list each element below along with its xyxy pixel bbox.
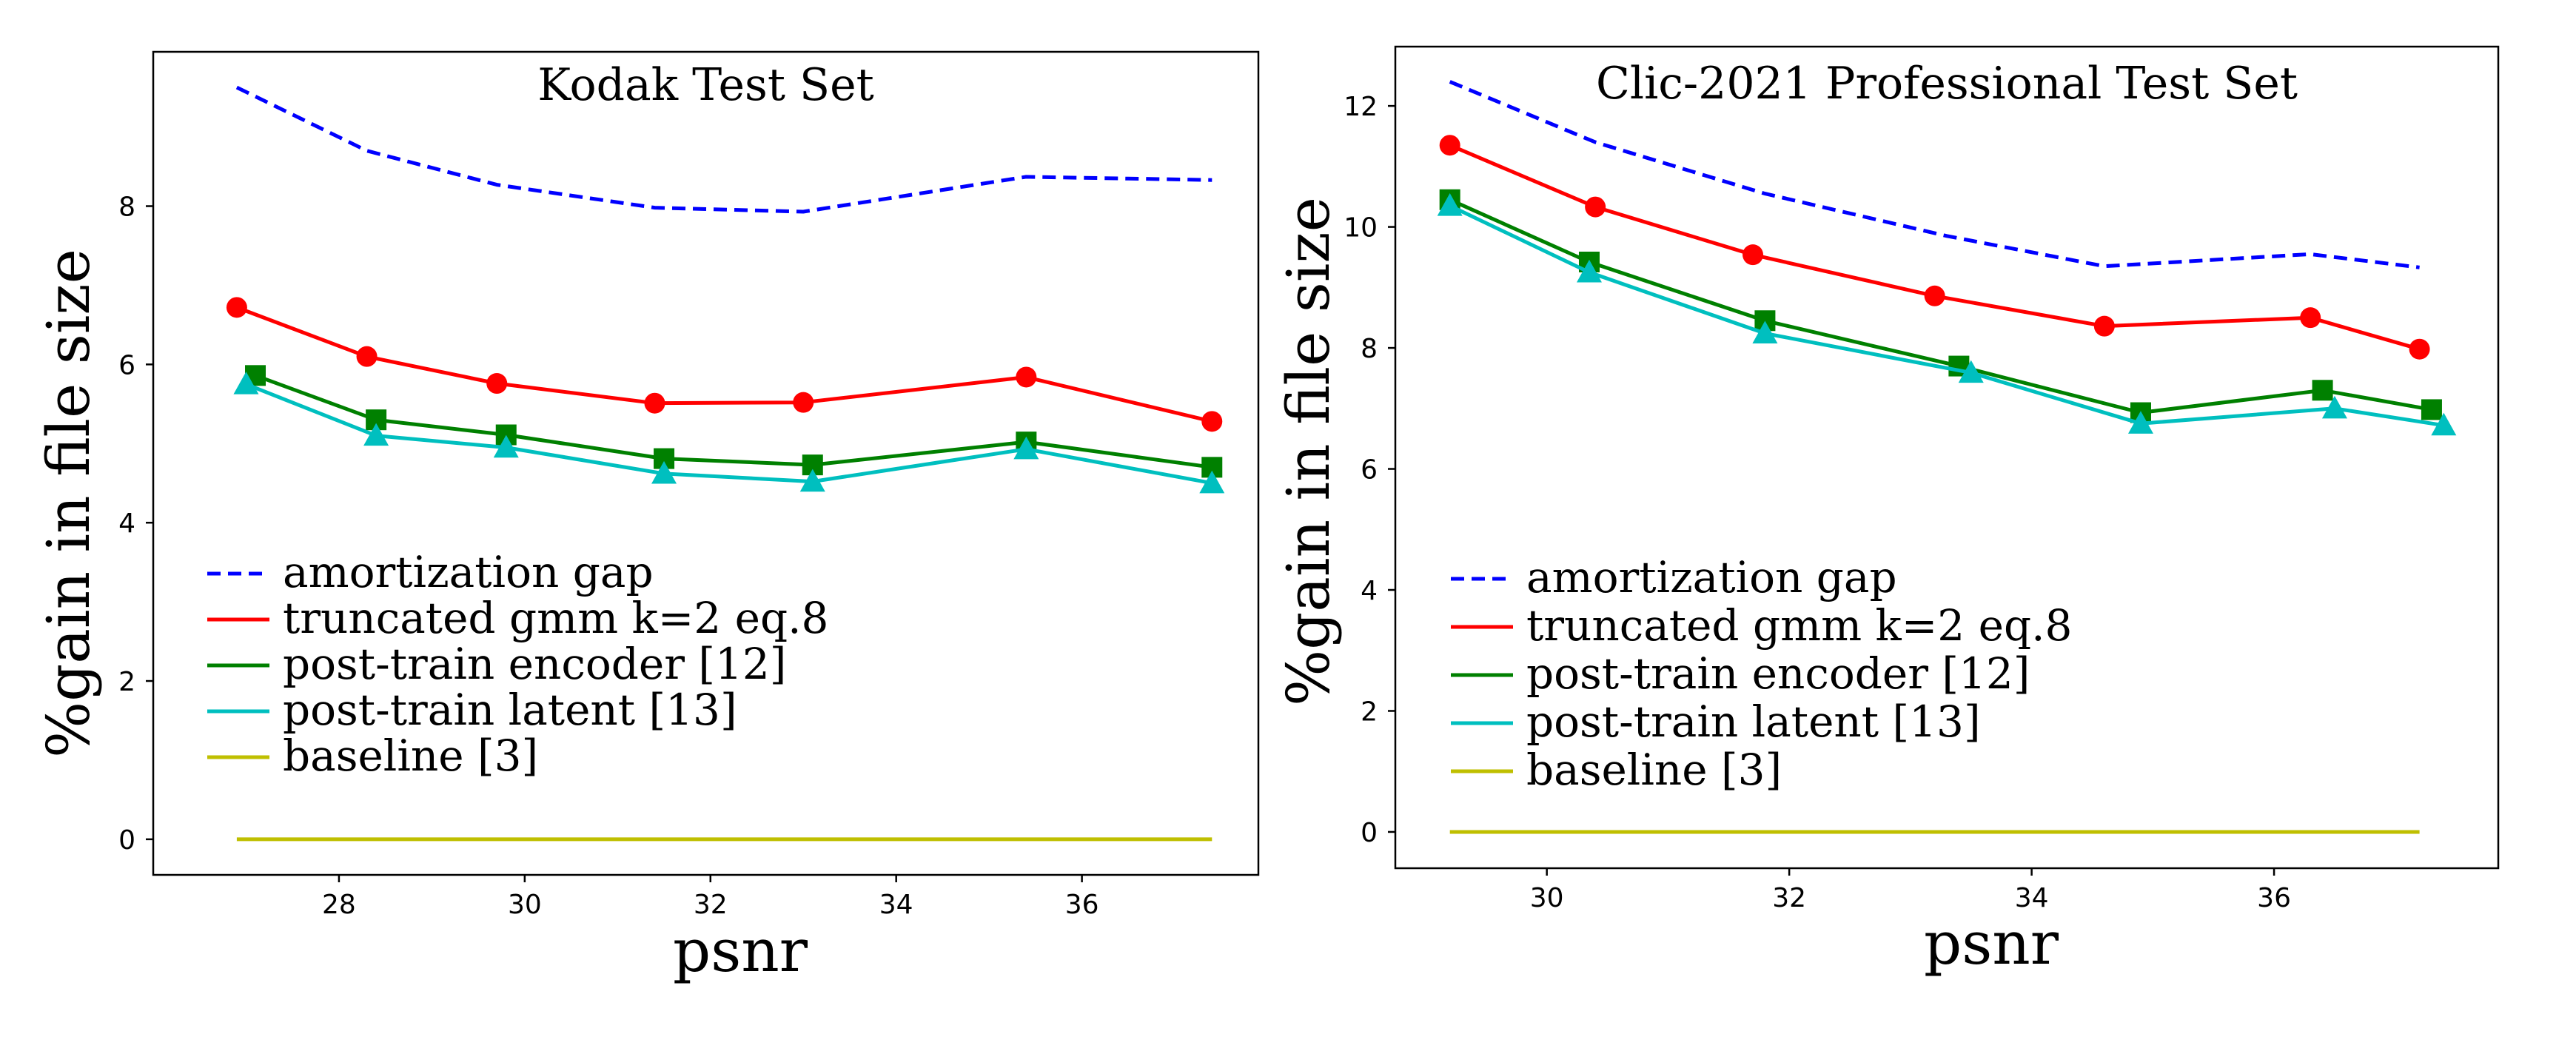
data-point-truncated <box>2409 338 2430 360</box>
series-encoder <box>1439 189 2442 423</box>
series-truncated <box>226 297 1223 432</box>
data-point-truncated <box>1924 285 1945 306</box>
series-truncated <box>1439 135 2430 360</box>
data-point-latent <box>363 423 389 446</box>
series-line-truncated <box>1449 143 2421 352</box>
x-axis-label: psnr <box>673 916 808 985</box>
series-amortization <box>235 85 1212 214</box>
data-point-truncated <box>1585 196 1606 218</box>
legend-label-encoder: post-train encoder [12] <box>1526 648 2030 699</box>
y-tick-label: 0 <box>1361 818 1378 848</box>
legend-label-amortization: amortization gap <box>283 547 654 597</box>
data-point-truncated <box>1439 135 1460 156</box>
legend-label-baseline: baseline [3] <box>1526 745 1782 795</box>
data-point-latent <box>2127 411 2153 434</box>
series-line-encoder <box>1449 198 2432 414</box>
data-point-truncated <box>226 297 247 318</box>
series-amortization <box>1449 80 2420 269</box>
legend-label-amortization: amortization gap <box>1526 552 1897 602</box>
y-tick-label: 6 <box>1361 455 1378 486</box>
x-tick-label: 28 <box>322 890 356 920</box>
chart-panel-2: 30 32 34 36 0 2 4 6 8 10 12 Clic-2021 Professional … <box>1274 45 2500 978</box>
x-axis-label: psnr <box>1924 909 2059 978</box>
legend-label-latent: post-train latent [13] <box>1526 696 1981 747</box>
data-point-latent <box>2321 395 2347 419</box>
x-tick-label: 34 <box>2015 883 2049 913</box>
data-point-truncated <box>1016 366 1037 388</box>
chart-title: Kodak Test Set <box>537 59 874 111</box>
legend-label-encoder: post-train encoder [12] <box>283 639 786 689</box>
data-point-latent <box>1958 360 1984 383</box>
data-point-encoder <box>2312 380 2333 401</box>
data-point-encoder <box>2421 399 2442 420</box>
data-point-latent <box>1437 192 1463 216</box>
data-point-truncated <box>2300 307 2321 329</box>
y-axis-label: %gain in file size <box>1274 197 1343 706</box>
plot-frame <box>152 50 1260 876</box>
y-tick-label: 8 <box>1361 334 1378 364</box>
x-tick-label: 32 <box>1772 883 1806 913</box>
data-point-truncated <box>1201 411 1223 432</box>
plot-frame <box>1394 45 2500 870</box>
series-line-latent <box>245 382 1212 486</box>
data-point-latent <box>1199 470 1225 494</box>
y-tick-label: 4 <box>118 508 135 539</box>
y-tick-label: 6 <box>118 350 135 380</box>
data-point-latent <box>651 460 677 484</box>
x-tick-label: 34 <box>879 890 913 920</box>
legend-label-latent: post-train latent [13] <box>283 685 737 735</box>
data-point-truncated <box>793 392 814 413</box>
data-point-truncated <box>1743 244 1764 266</box>
series-line-amortization <box>235 85 1212 214</box>
series-line-amortization <box>1449 80 2420 269</box>
data-point-latent <box>799 469 825 492</box>
data-point-latent <box>1576 259 1602 283</box>
series-encoder <box>245 365 1223 478</box>
data-point-latent <box>493 434 519 458</box>
y-tick-label: 12 <box>1344 92 1378 122</box>
y-tick-label: 2 <box>1361 696 1378 727</box>
x-tick-label: 30 <box>508 890 542 920</box>
data-point-truncated <box>356 346 378 367</box>
series-line-encoder <box>255 373 1212 469</box>
data-point-latent <box>2431 412 2457 436</box>
y-tick-label: 0 <box>118 825 135 856</box>
legend-label-truncated: truncated gmm k=2 eq.8 <box>1526 600 2072 651</box>
series-latent <box>233 372 1225 494</box>
x-tick-label: 36 <box>2257 883 2291 913</box>
legend-label-baseline: baseline [3] <box>283 731 538 781</box>
data-point-latent <box>1013 436 1039 460</box>
data-point-latent <box>1752 320 1778 344</box>
series-line-truncated <box>236 306 1212 423</box>
y-tick-label: 10 <box>1344 213 1378 244</box>
data-point-truncated <box>644 392 665 414</box>
y-tick-label: 4 <box>1361 576 1378 606</box>
data-point-truncated <box>2093 315 2115 337</box>
series-latent <box>1437 192 2457 436</box>
y-tick-label: 8 <box>118 192 135 223</box>
chart-title: Clic-2021 Professional Test Set <box>1596 58 2298 110</box>
chart-panel-1: 28 30 32 34 36 0 2 4 6 8 Kodak Test Set amortizatio… <box>34 50 1260 985</box>
legend-label-truncated: truncated gmm k=2 eq.8 <box>283 593 828 643</box>
data-point-latent <box>233 372 259 395</box>
x-tick-label: 32 <box>694 890 728 920</box>
data-point-truncated <box>486 373 508 395</box>
y-axis-label: %gain in file size <box>34 249 103 758</box>
x-tick-label: 36 <box>1065 890 1099 920</box>
y-tick-label: 2 <box>118 667 135 697</box>
x-tick-label: 30 <box>1530 883 1564 913</box>
